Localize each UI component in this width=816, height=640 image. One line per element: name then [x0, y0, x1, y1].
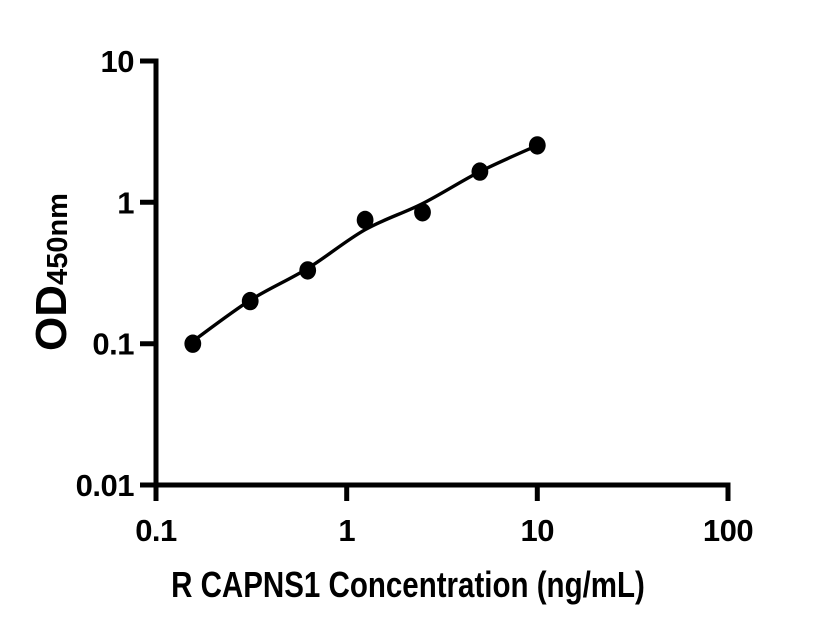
data-point — [356, 210, 374, 230]
x-tick-label-100: 100 — [703, 513, 753, 548]
x-tick-label-10: 10 — [521, 513, 554, 548]
y-axis-title-subscript: 450nm — [42, 193, 74, 285]
y-tick-label-1: 1 — [117, 185, 134, 220]
data-point — [241, 291, 259, 311]
x-axis: 0.1 1 10 100 — [135, 482, 754, 548]
y-tick-label-10: 10 — [101, 44, 134, 79]
data-points — [184, 136, 546, 353]
y-axis: 10 1 0.1 0.01 — [76, 44, 159, 503]
x-tick-label-1: 1 — [338, 513, 355, 548]
y-axis-title: OD450nm — [27, 193, 76, 351]
y-axis-title-main: OD — [27, 285, 76, 351]
y-tick-label-0.1: 0.1 — [92, 327, 134, 362]
data-point — [414, 203, 431, 222]
data-point — [184, 334, 202, 353]
data-point — [471, 162, 489, 181]
x-tick-label-0.1: 0.1 — [135, 513, 177, 548]
data-point — [528, 136, 546, 155]
y-tick-label-0.01: 0.01 — [76, 468, 135, 503]
x-axis-title: R CAPNS1 Concentration (ng/mL) — [171, 564, 645, 604]
data-point — [299, 261, 317, 280]
